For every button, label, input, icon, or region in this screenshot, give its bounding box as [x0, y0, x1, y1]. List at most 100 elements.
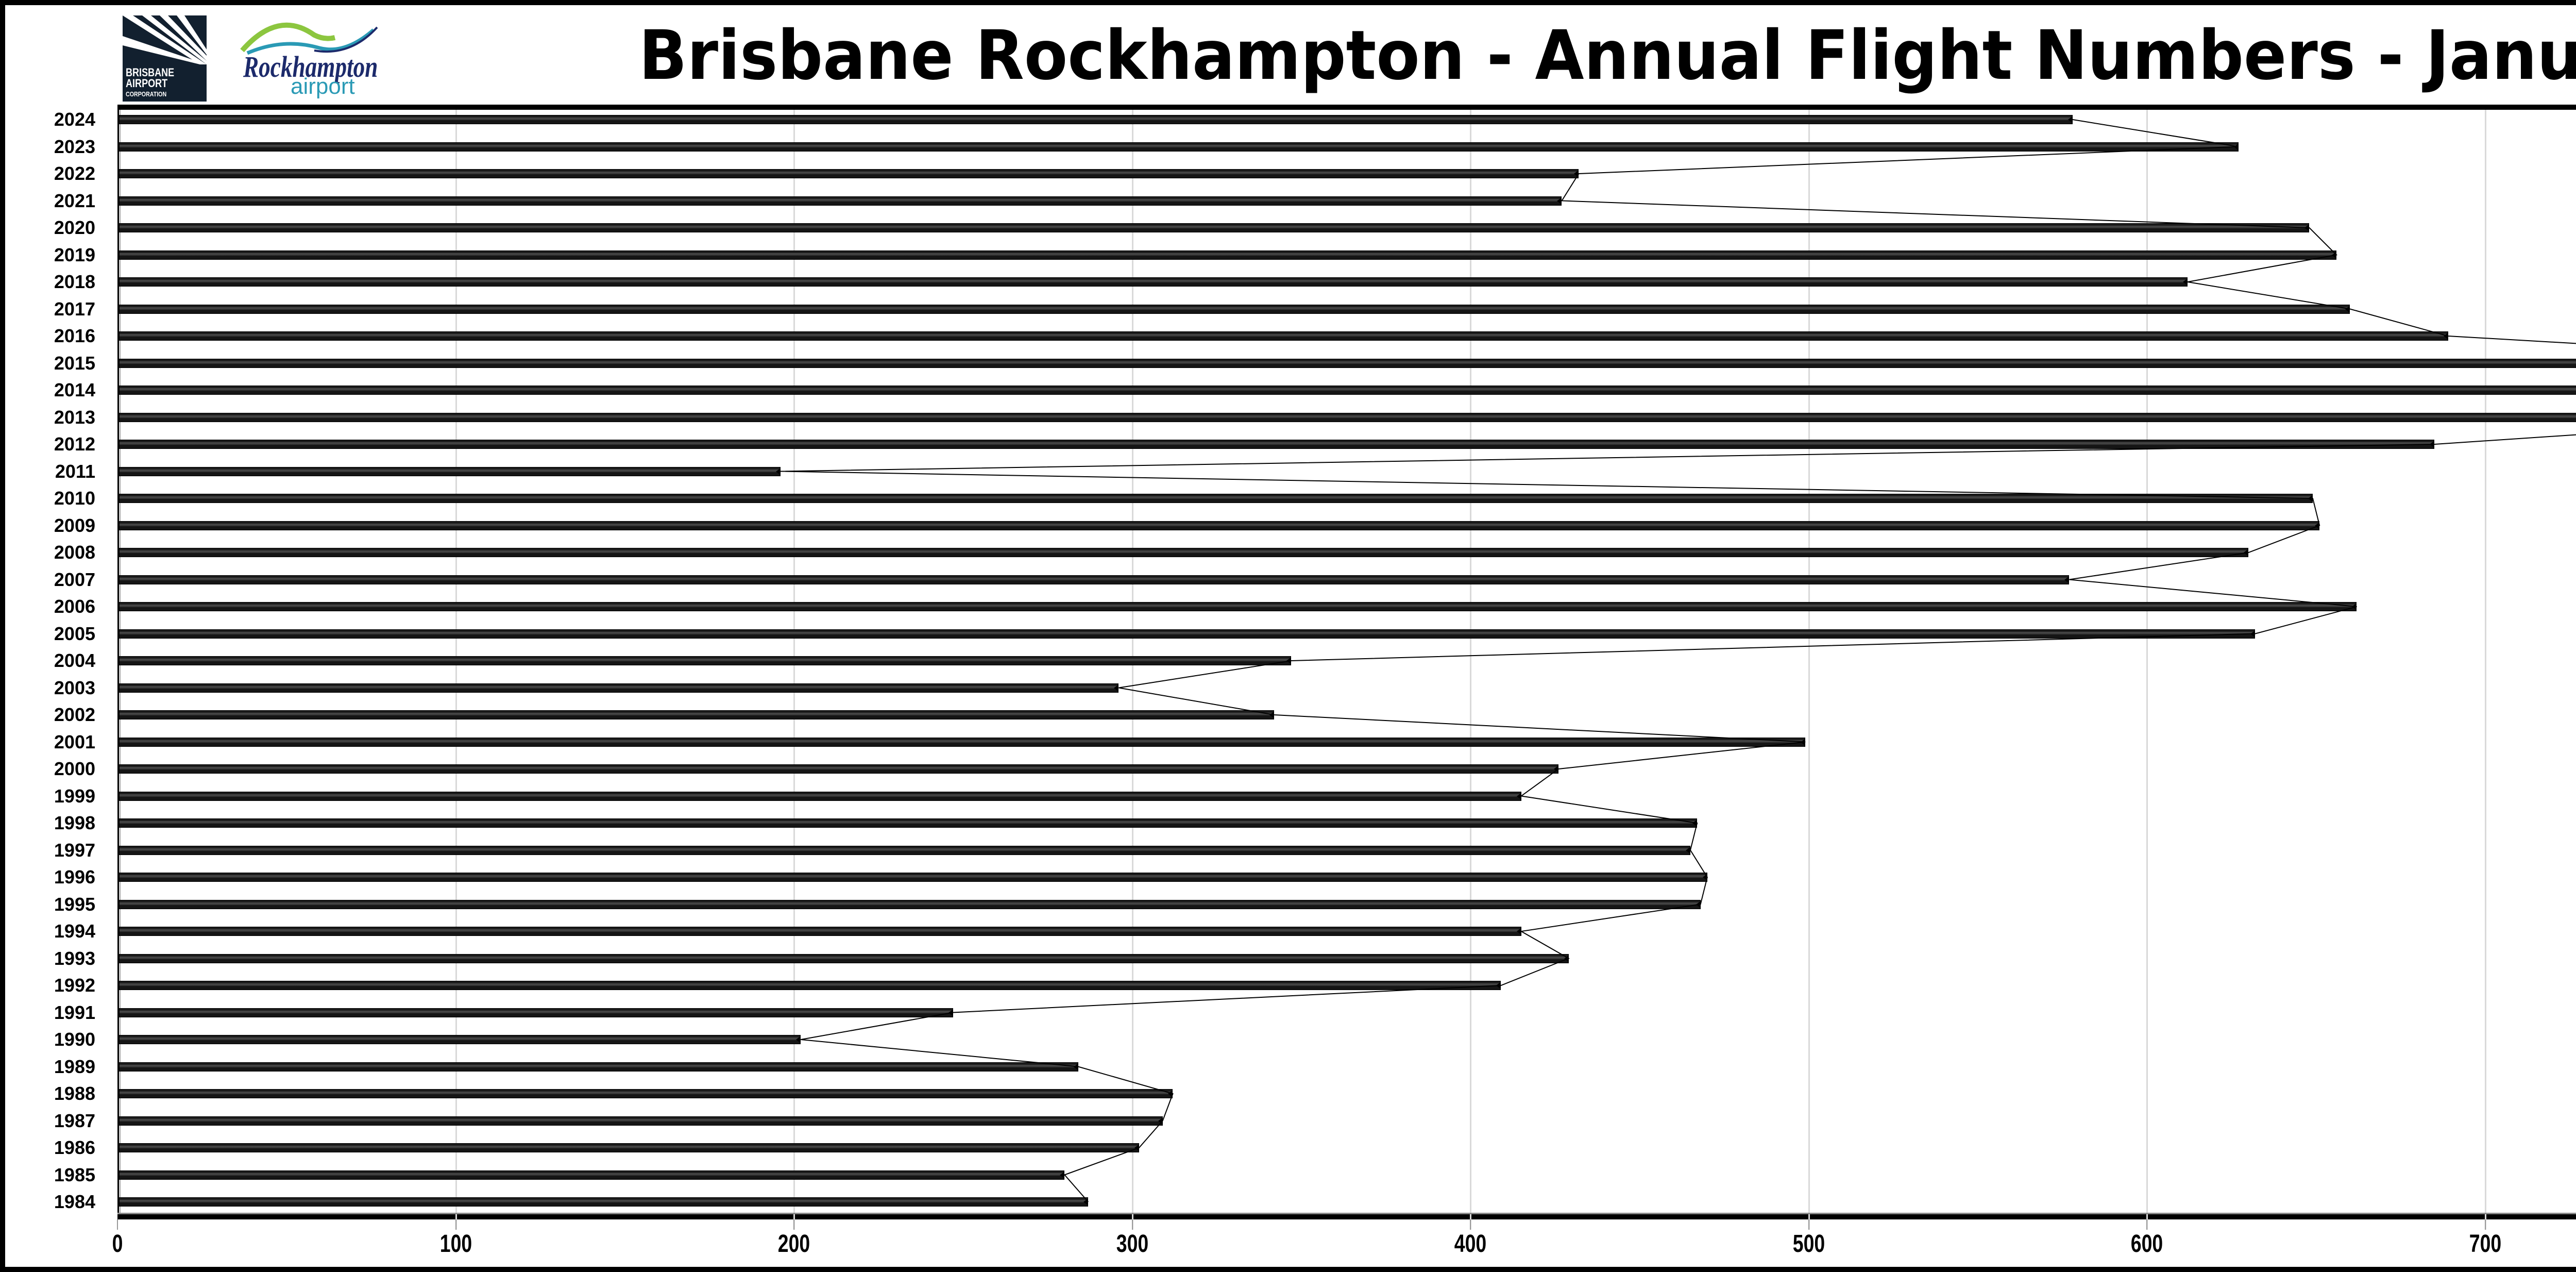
- y-tick-label: 2013: [54, 406, 95, 428]
- y-tick-label: 2011: [55, 460, 95, 482]
- y-tick-label: 1999: [54, 785, 95, 807]
- bar: [119, 277, 2188, 287]
- plot-area: [117, 105, 2576, 1219]
- y-tick-label: 2005: [54, 623, 95, 644]
- y-tick-label: 1986: [54, 1137, 95, 1158]
- bar: [119, 196, 1562, 206]
- bar: [119, 250, 2336, 260]
- y-tick-label: 2012: [54, 433, 95, 455]
- brisbane-airport-corporation-logo: BRISBANE AIRPORT CORPORATION: [123, 15, 207, 102]
- logo-text-rockhampton: Rockhampton: [243, 50, 378, 83]
- y-tick-label: 2009: [54, 514, 95, 536]
- bar: [119, 818, 1698, 828]
- x-tick-label: 700: [2469, 1230, 2502, 1258]
- bar: [119, 1143, 1139, 1152]
- bar: [119, 981, 1501, 990]
- bar: [119, 1170, 1065, 1180]
- y-tick-label: 2017: [54, 298, 95, 320]
- bar: [119, 115, 2073, 124]
- gridline: [2484, 110, 2486, 1230]
- y-tick-label: 1988: [54, 1083, 95, 1104]
- bar: [119, 927, 1521, 936]
- x-tick-label: 200: [777, 1230, 810, 1258]
- y-tick-label: 1991: [54, 1001, 95, 1023]
- y-tick-label: 2021: [54, 190, 95, 211]
- bar: [119, 656, 1292, 665]
- bar: [119, 548, 2249, 557]
- bar: [119, 331, 2448, 341]
- y-tick-label: 1984: [54, 1191, 95, 1212]
- bar: [119, 899, 1701, 909]
- x-axis-line: [117, 1213, 2576, 1214]
- y-tick-label: 1987: [54, 1110, 95, 1131]
- y-tick-label: 1990: [54, 1029, 95, 1050]
- tick-mark: [1470, 1219, 1471, 1230]
- bar: [119, 873, 1707, 882]
- bar: [119, 1062, 1078, 1072]
- y-tick-label: 2010: [54, 488, 95, 509]
- rockhampton-airport-logo: Rockhampton airport: [237, 14, 392, 99]
- y-tick-label: 2014: [54, 379, 95, 400]
- y-tick-label: 2002: [54, 704, 95, 725]
- y-tick-label: 2003: [54, 677, 95, 698]
- x-tick-label: 300: [1116, 1230, 1148, 1258]
- bar: [119, 169, 1579, 178]
- bar: [119, 953, 1569, 963]
- rays-icon: [123, 15, 207, 64]
- bar: [119, 737, 1806, 747]
- tick-mark: [2484, 1219, 2486, 1230]
- y-tick-label: 2007: [54, 568, 95, 590]
- y-tick-label: 2008: [54, 542, 95, 563]
- tick-mark: [117, 1219, 118, 1230]
- bar: [119, 845, 1690, 855]
- y-tick-label: 1994: [54, 920, 95, 942]
- y-tick-label: 2019: [54, 244, 95, 265]
- bar: [119, 764, 1558, 774]
- y-tick-label: 1996: [54, 866, 95, 888]
- logo-text-line: CORPORATION: [126, 90, 167, 98]
- x-tick-label: 500: [1792, 1230, 1825, 1258]
- x-tick-label: 400: [1454, 1230, 1487, 1258]
- y-tick-label: 1993: [54, 947, 95, 969]
- y-tick-label: 1989: [54, 1056, 95, 1077]
- x-tick-label: 100: [439, 1230, 472, 1258]
- bar: [119, 710, 1275, 719]
- bar: [119, 304, 2350, 314]
- x-tick-label: 600: [2131, 1230, 2163, 1258]
- bar: [119, 602, 2357, 611]
- bar: [119, 1197, 1089, 1207]
- bar: [119, 412, 2576, 422]
- tick-mark: [2146, 1219, 2148, 1230]
- bar: [119, 223, 2310, 232]
- y-tick-label: 1985: [54, 1164, 95, 1185]
- bar: [119, 1089, 1173, 1098]
- y-tick-label: 2022: [54, 163, 95, 184]
- bar: [119, 142, 2239, 152]
- tick-mark: [1131, 1219, 1133, 1230]
- y-tick-label: 2001: [54, 731, 95, 752]
- y-tick-label: 2018: [54, 271, 95, 292]
- bar: [119, 494, 2313, 503]
- bar: [119, 575, 2070, 584]
- y-tick-label: 2004: [54, 650, 95, 671]
- logo-text-airport: airport: [291, 74, 355, 99]
- bar: [119, 440, 2435, 449]
- bar: [119, 521, 2320, 530]
- bar: [119, 1035, 801, 1044]
- y-tick-label: 1992: [54, 975, 95, 996]
- gridline: [455, 110, 457, 1230]
- y-tick-label: 2006: [54, 596, 95, 617]
- chart-title: Brisbane Rockhampton - Annual Flight Num…: [639, 16, 2576, 95]
- y-tick-label: 1995: [54, 893, 95, 915]
- y-tick-label: 2020: [54, 217, 95, 238]
- y-tick-label: 1997: [54, 839, 95, 861]
- hills-icon: [240, 22, 378, 55]
- logo-text-line: BRISBANE AIRPORT: [126, 66, 175, 90]
- y-tick-label: 2000: [54, 758, 95, 779]
- bar: [119, 358, 2576, 368]
- bar: [119, 1116, 1163, 1126]
- y-tick-label: 1998: [54, 812, 95, 833]
- x-tick-label: 0: [112, 1230, 123, 1258]
- bar: [119, 1008, 953, 1017]
